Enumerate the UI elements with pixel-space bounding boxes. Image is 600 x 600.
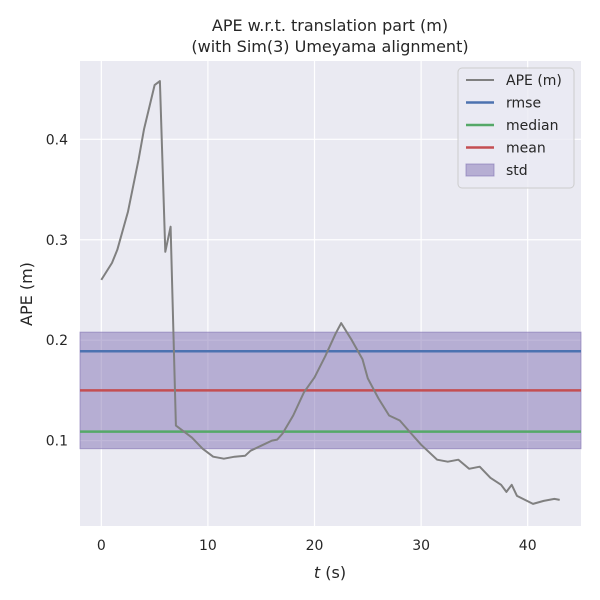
legend-box bbox=[457, 67, 575, 189]
y-tick-label: 0.3 bbox=[46, 233, 68, 249]
y-tick-label: 0.4 bbox=[46, 132, 68, 148]
y-axis-label: APE (m) bbox=[17, 262, 36, 326]
x-tick-labels: 0 10 20 30 40 bbox=[97, 538, 537, 554]
x-tick-label: 40 bbox=[519, 538, 537, 554]
x-tick-label: 10 bbox=[199, 538, 217, 554]
legend-label: APE (m) bbox=[506, 73, 562, 89]
chart-title: APE w.r.t. translation part (m) bbox=[212, 16, 448, 35]
chart-subtitle: (with Sim(3) Umeyama alignment) bbox=[191, 37, 468, 56]
x-axis-label: t (s) bbox=[314, 563, 346, 582]
legend-label: mean bbox=[506, 141, 546, 157]
y-tick-labels: 0.1 0.2 0.3 0.4 bbox=[46, 132, 68, 449]
y-tick-label: 0.1 bbox=[46, 434, 68, 450]
y-tick-label: 0.2 bbox=[46, 333, 68, 349]
legend-marker bbox=[465, 163, 495, 177]
legend-label: std bbox=[506, 163, 528, 179]
legend-label: rmse bbox=[506, 96, 541, 112]
chart-marks bbox=[79, 80, 582, 505]
x-tick-label: 20 bbox=[306, 538, 324, 554]
legend-label: median bbox=[506, 118, 558, 134]
ape-line bbox=[100, 80, 560, 505]
legend: APE (m) rmse median mean std bbox=[457, 67, 575, 189]
x-tick-label: 0 bbox=[97, 538, 106, 554]
x-tick-label: 30 bbox=[412, 538, 430, 554]
